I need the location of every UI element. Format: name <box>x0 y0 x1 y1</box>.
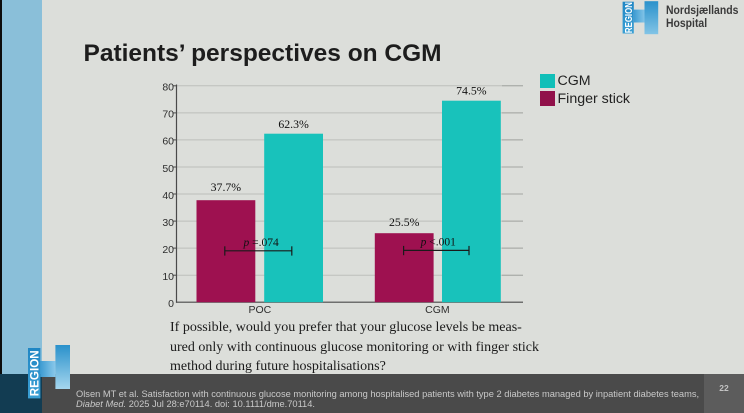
svg-text:CGM: CGM <box>425 304 450 316</box>
svg-text:p =.074: p =.074 <box>243 237 279 249</box>
svg-text:p <.001: p <.001 <box>420 237 456 249</box>
svg-text:40: 40 <box>162 190 174 202</box>
svg-text:25.5%: 25.5% <box>389 215 420 229</box>
svg-text:0: 0 <box>168 298 174 310</box>
svg-text:70: 70 <box>162 109 174 121</box>
svg-text:74.5%: 74.5% <box>456 84 487 98</box>
svg-text:30: 30 <box>162 217 174 229</box>
svg-text:60: 60 <box>162 136 174 148</box>
svg-text:POC: POC <box>249 304 272 316</box>
svg-text:10: 10 <box>162 271 174 283</box>
svg-text:REGION: REGION <box>624 2 635 33</box>
svg-text:50: 50 <box>162 163 174 175</box>
svg-text:37.7%: 37.7% <box>211 180 242 194</box>
svg-text:20: 20 <box>162 244 174 256</box>
svg-text:80: 80 <box>162 82 174 94</box>
svg-text:REGION: REGION <box>29 350 41 396</box>
svg-text:62.3%: 62.3% <box>278 117 309 131</box>
